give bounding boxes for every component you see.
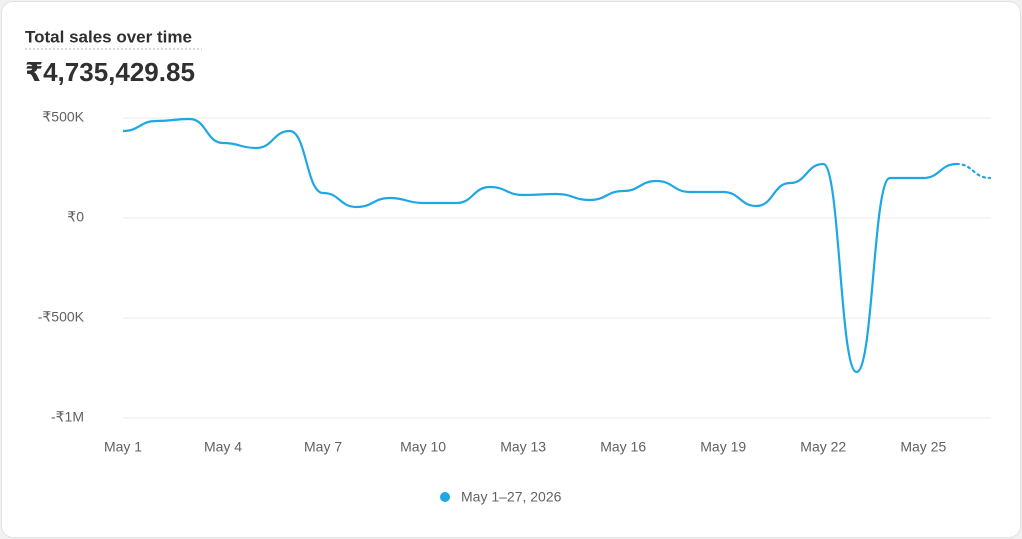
x-tick-label: May 4 <box>204 439 242 455</box>
x-tick-label: May 19 <box>700 439 746 455</box>
x-tick-label: May 1 <box>104 439 142 455</box>
total-value: ₹4,735,429.85 <box>25 57 195 87</box>
chart-title: Total sales over time <box>25 27 192 46</box>
y-tick-label: -₹500K <box>38 309 85 325</box>
x-tick-label: May 25 <box>900 439 946 455</box>
legend-marker <box>440 492 450 502</box>
line <box>122 117 957 374</box>
y-tick-label: -₹1M <box>51 409 84 425</box>
x-tick-label: May 7 <box>304 439 342 455</box>
x-tick-label: May 16 <box>600 439 646 455</box>
legend-label: May 1–27, 2026 <box>461 489 562 505</box>
x-tick-label: May 22 <box>800 439 846 455</box>
y-tick-label: ₹500K <box>42 109 84 125</box>
y-tick-label: ₹0 <box>67 209 84 225</box>
line-projection <box>955 162 992 180</box>
x-tick-label: May 13 <box>500 439 546 455</box>
x-tick-label: May 10 <box>400 439 446 455</box>
